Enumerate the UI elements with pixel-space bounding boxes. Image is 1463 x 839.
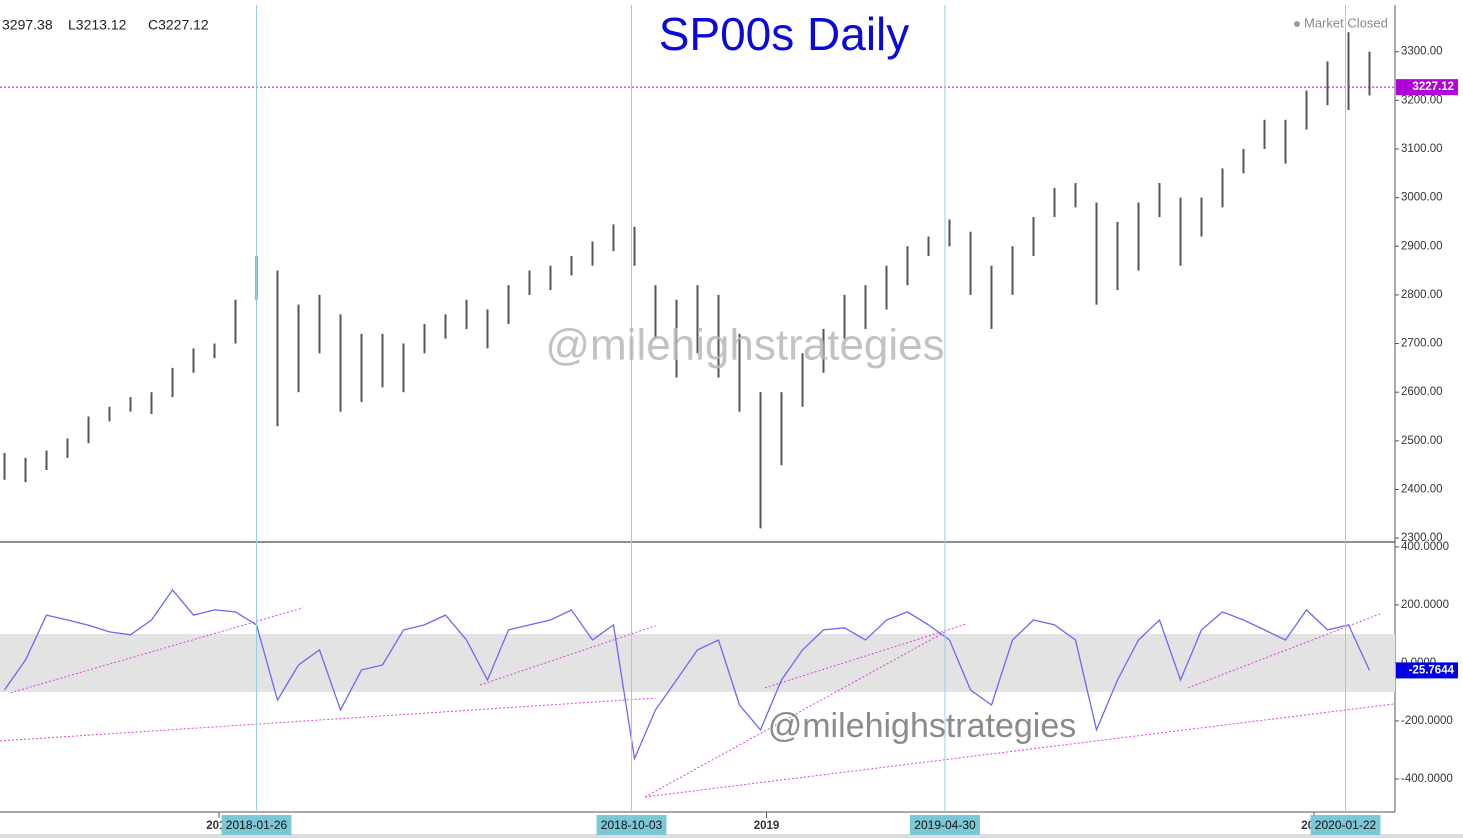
- oscillator-line: [3, 588, 1371, 761]
- marker-date-label: 2019-04-30: [914, 818, 976, 832]
- marker-date-box: [910, 815, 980, 835]
- trend-line: [764, 623, 967, 689]
- market-status: Market Closed: [1304, 15, 1388, 30]
- last-value-box: [1396, 79, 1458, 96]
- x-tick-label: 2019: [754, 820, 780, 832]
- y-tick-label: 2400.00: [1401, 483, 1443, 495]
- y-tick-label: 3200.00: [1401, 94, 1443, 106]
- time-axis-bg: [0, 813, 1463, 835]
- y-tick-label: 2800.00: [1401, 289, 1443, 301]
- neutral-band: [0, 633, 1395, 692]
- last-value-box: [1396, 662, 1458, 679]
- header-close: C3227.12: [148, 17, 209, 33]
- y-tick-label: 3000.00: [1401, 192, 1443, 204]
- marker-date-box: [596, 815, 667, 835]
- marker-date-label: 2018-01-26: [226, 818, 288, 832]
- marker-date-label: 2018-10-03: [601, 818, 663, 832]
- y-tick-label: 3100.00: [1401, 143, 1443, 155]
- y-tick-label: 2500.00: [1401, 435, 1443, 447]
- y-tick-label: 400.0000: [1401, 541, 1449, 553]
- y-tick-label: 2600.00: [1401, 386, 1443, 398]
- plot-layer: 2018201920202300.002400.002500.002600.00…: [0, 5, 1463, 838]
- y-tick-label: 2300.00: [1401, 532, 1443, 544]
- marker-date-box: [1310, 815, 1381, 835]
- trend-line: [479, 625, 656, 686]
- y-tick-label: 2700.00: [1401, 338, 1443, 350]
- y-tick-label: 2900.00: [1401, 240, 1443, 252]
- y-tick-label: -400.0000: [1401, 773, 1453, 785]
- last-value-label: -25.7644: [1409, 664, 1455, 676]
- y-tick-label: -200.0000: [1401, 715, 1453, 727]
- status-dot: [1294, 21, 1300, 27]
- chart-title: SP00s Daily: [659, 8, 910, 60]
- trend-line: [10, 607, 304, 694]
- marker-date-box: [221, 815, 292, 835]
- header-low: L3213.12: [68, 17, 127, 33]
- y-tick-label: 200.0000: [1401, 599, 1449, 611]
- watermark: @milehighstrategies: [768, 707, 1077, 745]
- trend-line: [644, 631, 946, 798]
- header-high: 3297.38: [2, 17, 53, 33]
- y-tick-label: 3300.00: [1401, 46, 1443, 58]
- trend-line: [644, 703, 1396, 798]
- last-value-label: 3227.12: [1412, 81, 1454, 93]
- trend-line: [0, 697, 656, 742]
- watermark: @milehighstrategies: [545, 321, 944, 370]
- marker-date-label: 2020-01-22: [1315, 818, 1377, 832]
